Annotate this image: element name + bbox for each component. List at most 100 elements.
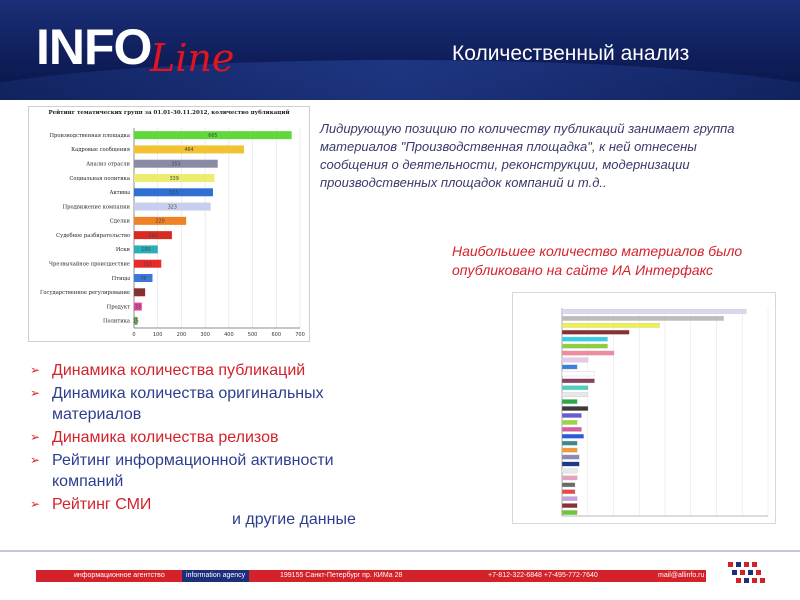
top-media-note: Наибольшее количество материалов было оп… xyxy=(452,243,743,278)
x-tick-label: 0 xyxy=(132,332,135,338)
data-label: 33 xyxy=(135,304,141,310)
list-item-label: Динамика количества публикаций xyxy=(52,362,306,379)
media-rating-chart-svg xyxy=(512,292,776,524)
bar xyxy=(561,357,589,363)
x-tick-label: 600 xyxy=(272,332,282,338)
bar xyxy=(134,274,153,282)
footer-email[interactable]: mail@allinfo.ru xyxy=(658,572,705,579)
bar xyxy=(561,371,595,377)
square-mark xyxy=(744,578,749,583)
bar xyxy=(134,188,213,197)
list-item: ➢ Рейтинг информационной активности компа… xyxy=(30,450,380,492)
data-label: 323 xyxy=(168,204,177,210)
bar xyxy=(561,316,724,321)
bar xyxy=(134,316,138,325)
list-item: ➢ Рейтинг СМИ xyxy=(30,494,380,515)
bar xyxy=(561,447,578,453)
slide-title: Количественный анализ xyxy=(452,42,690,65)
list-item-label: Динамика количества релизов xyxy=(52,429,279,446)
bar xyxy=(561,440,578,446)
bar xyxy=(134,145,245,154)
x-tick-label: 200 xyxy=(177,332,187,338)
bar xyxy=(561,482,576,488)
footer-address: 199155 Санкт-Петербург пр. КИМа 28 xyxy=(280,572,403,579)
bar xyxy=(561,489,576,495)
logo-info: INFO xyxy=(36,19,152,75)
x-tick-label: 400 xyxy=(224,332,234,338)
arrow-bullet-icon: ➢ xyxy=(30,497,41,511)
arrow-bullet-icon: ➢ xyxy=(30,386,41,400)
square-mark xyxy=(752,578,757,583)
list-item-label: Рейтинг СМИ xyxy=(52,496,152,513)
logo-line-script: Line xyxy=(150,36,235,80)
bar xyxy=(134,245,158,254)
category-label: Активы xyxy=(109,190,130,196)
bar xyxy=(134,174,215,182)
data-label: 339 xyxy=(170,176,179,182)
category-label: Политика xyxy=(103,319,130,325)
square-mark xyxy=(760,578,765,583)
other-data-note: и другие данные xyxy=(232,511,356,528)
arrow-bullet-icon: ➢ xyxy=(30,430,41,444)
x-tick-label: 100 xyxy=(153,332,163,338)
square-mark xyxy=(740,570,745,575)
bar xyxy=(561,309,747,314)
bar xyxy=(561,475,578,481)
square-mark xyxy=(748,570,753,575)
bar xyxy=(134,288,146,297)
list-item-label: Рейтинг информационной активности компан… xyxy=(52,452,334,490)
bar xyxy=(134,259,162,268)
data-label: 78 xyxy=(140,276,146,282)
data-label: 47 xyxy=(137,290,143,296)
bar xyxy=(561,461,580,467)
x-tick-label: 300 xyxy=(200,332,210,338)
bar xyxy=(134,131,292,140)
list-item: ➢ Динамика количества релизов xyxy=(30,427,380,448)
square-mark xyxy=(756,570,761,575)
bar xyxy=(561,343,608,349)
topic-groups-chart: 0 100 200 300 400 500 600 700 Производственная п… xyxy=(28,106,310,342)
footer-phones: +7-812-322-6848 +7-495-772-7640 xyxy=(488,572,598,579)
bar xyxy=(561,336,608,342)
bar xyxy=(134,231,172,240)
chart-frame xyxy=(512,292,776,524)
bar xyxy=(561,323,660,328)
bar xyxy=(561,350,615,356)
square-mark xyxy=(732,570,737,575)
bar xyxy=(561,468,578,474)
category-label: Продвижение компании xyxy=(63,204,131,210)
bar xyxy=(561,420,578,425)
media-rating-chart xyxy=(512,292,776,524)
data-label: 115 xyxy=(143,262,152,268)
data-label: 464 xyxy=(184,147,193,153)
bar xyxy=(561,433,584,439)
square-mark xyxy=(736,562,741,567)
bar xyxy=(134,159,218,168)
footer-squares-logo xyxy=(728,562,768,586)
square-mark xyxy=(744,562,749,567)
bar xyxy=(561,329,630,335)
data-label: 160 xyxy=(148,233,157,239)
category-label: Чрезвычайное происшествие xyxy=(49,262,130,268)
leading-group-description: Лидирующую позицию по количеству публика… xyxy=(320,121,735,190)
category-label: Сделки xyxy=(110,219,131,225)
header-banner: INFO Line Количественный анализ xyxy=(0,0,800,100)
category-label: Судебное разбирательство xyxy=(56,232,130,239)
square-mark xyxy=(736,578,741,583)
footer-agency-en: information agency xyxy=(182,570,250,582)
data-label: 220 xyxy=(156,219,165,225)
bar xyxy=(561,399,578,404)
square-mark xyxy=(752,562,757,567)
bar xyxy=(561,378,595,384)
category-label: Птицы xyxy=(112,276,130,282)
data-label: 665 xyxy=(208,133,217,139)
footer-divider xyxy=(0,550,800,552)
category-label: Продукт xyxy=(107,304,130,310)
x-tick-label: 700 xyxy=(295,332,305,338)
footer-agency-ru: информационное агентство xyxy=(74,572,165,579)
arrow-bullet-icon: ➢ xyxy=(30,363,41,377)
report-list: ➢ Динамика количества публикаций ➢ Динамик… xyxy=(30,360,380,517)
bar xyxy=(561,496,578,501)
data-label: 100 xyxy=(141,247,150,253)
arrow-bullet-icon: ➢ xyxy=(30,453,41,467)
